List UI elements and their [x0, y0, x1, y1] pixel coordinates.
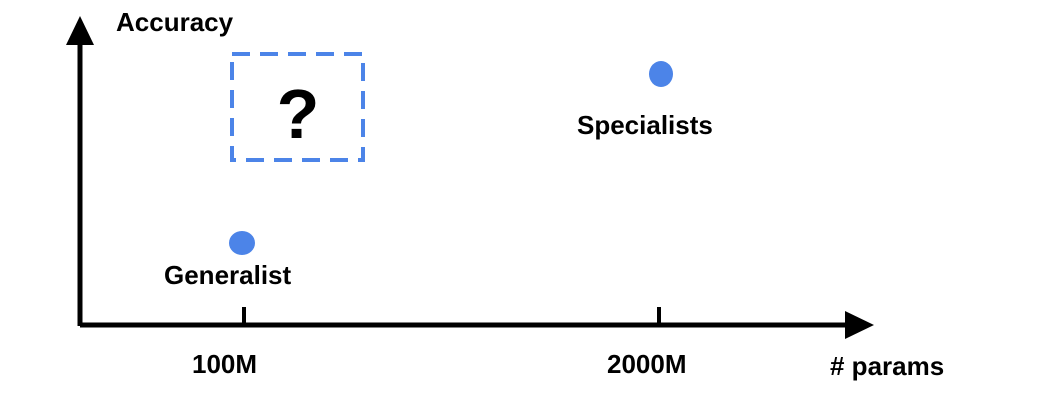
x-tick-label-100m: 100M — [192, 349, 257, 379]
point-label-generalist: Generalist — [164, 260, 292, 290]
x-axis-arrow — [845, 311, 874, 339]
y-axis-label: Accuracy — [116, 7, 234, 37]
point-label-specialists: Specialists — [577, 110, 713, 140]
x-axis-label: # params — [830, 351, 944, 381]
point-specialists — [649, 61, 673, 87]
x-tick-label-2000m: 2000M — [607, 349, 687, 379]
question-mark: ? — [277, 75, 320, 153]
question-box — [230, 52, 365, 162]
point-generalist — [229, 231, 255, 255]
y-axis-arrow — [66, 16, 94, 45]
